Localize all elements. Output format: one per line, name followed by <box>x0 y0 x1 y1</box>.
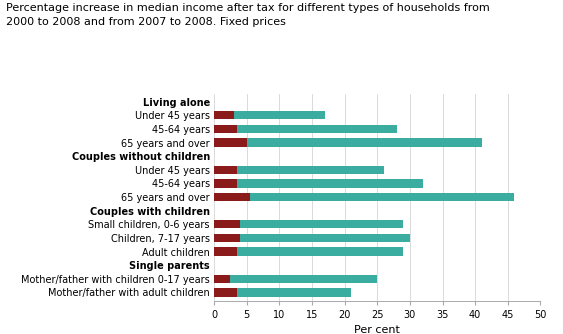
Bar <box>214 247 403 256</box>
Bar <box>214 220 240 228</box>
Bar <box>214 125 237 133</box>
Bar <box>214 220 403 228</box>
Bar <box>214 234 410 242</box>
Bar <box>214 275 377 283</box>
Bar <box>214 166 384 174</box>
Bar <box>214 111 234 120</box>
Bar <box>214 247 237 256</box>
Bar <box>214 139 482 147</box>
Bar <box>214 179 423 187</box>
Bar <box>214 125 397 133</box>
Bar <box>214 234 240 242</box>
Text: Percentage increase in median income after tax for different types of households: Percentage increase in median income aft… <box>6 3 489 26</box>
Bar <box>214 193 250 201</box>
Bar <box>214 179 237 187</box>
Bar <box>214 166 237 174</box>
Bar <box>214 193 515 201</box>
Bar <box>214 288 351 297</box>
Bar <box>214 275 230 283</box>
X-axis label: Per cent: Per cent <box>354 325 400 334</box>
Bar <box>214 288 237 297</box>
Bar <box>214 139 247 147</box>
Bar <box>214 111 325 120</box>
